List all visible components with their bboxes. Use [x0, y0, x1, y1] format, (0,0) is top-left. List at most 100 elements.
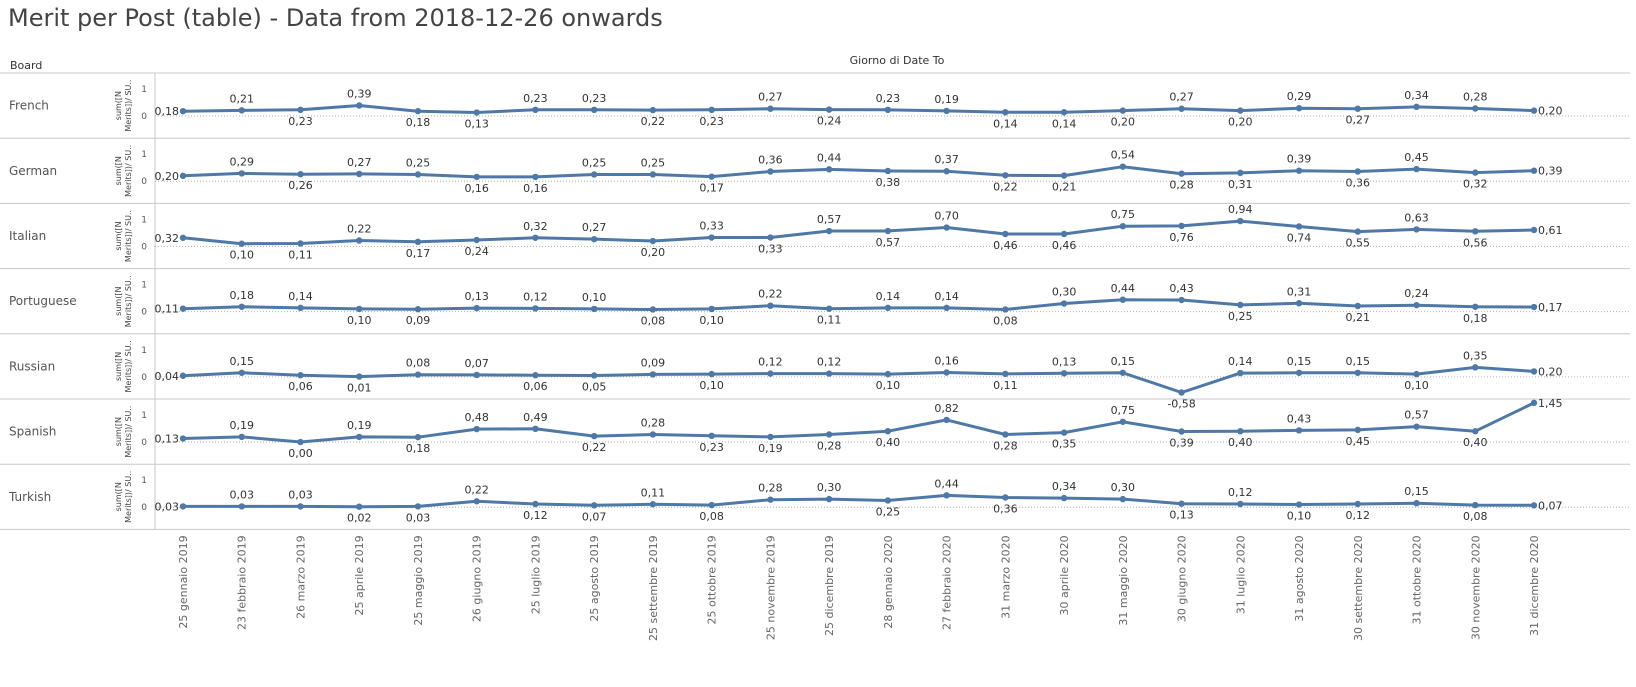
data-label: 0,35	[1463, 349, 1488, 362]
data-point	[590, 171, 598, 178]
data-point	[356, 102, 363, 109]
data-label: 0,34	[1404, 89, 1429, 102]
data-label: 0,10	[699, 379, 724, 392]
data-label: 0,11	[993, 379, 1018, 392]
series-line	[182, 401, 1535, 444]
data-label: 0,44	[934, 477, 959, 490]
y-tick-label: 1	[141, 85, 147, 95]
data-label: 0,18	[155, 105, 180, 118]
data-label: 0,30	[1052, 286, 1077, 299]
data-label: 0,14	[876, 290, 901, 303]
data-point	[473, 173, 480, 181]
x-tick-label: 25 gennaio 2019	[177, 535, 190, 628]
data-label: 0,32	[1463, 178, 1488, 191]
data-point	[825, 305, 833, 312]
data-point	[1002, 109, 1009, 116]
x-tick-label: 31 dicembre 2020	[1528, 535, 1541, 636]
data-label: 0,22	[993, 180, 1018, 193]
data-point	[532, 234, 539, 241]
data-point	[590, 235, 598, 243]
data-point	[414, 433, 422, 441]
data-point	[708, 234, 715, 241]
x-tick-label: 28 gennaio 2020	[882, 535, 895, 628]
data-label: 0,10	[347, 314, 372, 327]
data-point	[297, 372, 304, 379]
data-point	[943, 224, 950, 231]
data-point	[179, 107, 187, 115]
panel-spanish: Spanish 0 1 sum([NMerits])/ SU.. 0,13 0,19 0,0…	[0, 397, 1630, 465]
y-tick-label: 0	[141, 242, 147, 252]
data-label: 0,28	[758, 482, 783, 495]
data-label: 0,10	[699, 314, 724, 327]
data-point	[1060, 429, 1068, 436]
data-point	[767, 234, 774, 241]
data-label: 0,10	[1404, 379, 1429, 392]
data-point	[414, 503, 422, 510]
data-label: 0,43	[1287, 412, 1312, 425]
data-label: 0,07	[464, 357, 489, 370]
data-label: 0,21	[229, 92, 254, 105]
data-label: 0,70	[934, 210, 959, 223]
data-label: 0,94	[1228, 203, 1253, 216]
data-label: 0,23	[699, 115, 724, 128]
series-line	[182, 219, 1535, 246]
data-label: 0,10	[876, 379, 901, 392]
data-label: 0,20	[1111, 116, 1136, 129]
data-label: 0,44	[1111, 282, 1136, 295]
data-point	[1119, 163, 1127, 170]
data-point	[1237, 428, 1244, 435]
y-axis-title-line: sum([N	[114, 156, 123, 185]
data-label: 0,12	[1346, 509, 1371, 522]
data-label: 0,22	[641, 115, 666, 128]
y-tick-label: 0	[141, 308, 147, 318]
data-point	[179, 503, 187, 510]
data-point	[1237, 217, 1244, 225]
y-axis-title-line: sum([N	[114, 417, 123, 446]
data-label: 0,09	[641, 356, 666, 369]
data-point	[179, 234, 187, 241]
data-label: 0,25	[641, 156, 666, 169]
data-point	[1354, 302, 1361, 310]
data-label: 0,48	[464, 411, 489, 424]
data-label: 0,75	[1111, 404, 1136, 417]
data-label: 0,44	[817, 151, 842, 164]
data-point	[767, 433, 774, 441]
data-point	[1354, 105, 1361, 112]
data-label: 0,15	[1287, 355, 1312, 368]
data-label: 0,63	[1404, 211, 1429, 224]
y-axis-title-line: sum([N	[114, 352, 123, 381]
data-point	[649, 306, 657, 313]
data-label: 1,45	[1538, 397, 1563, 410]
data-point	[356, 170, 363, 178]
x-tick-label: 23 febbraio 2019	[236, 535, 249, 630]
data-point	[1060, 300, 1068, 307]
data-point	[767, 496, 774, 503]
data-label: 0,28	[993, 439, 1018, 452]
data-point	[356, 237, 363, 244]
data-label: 0,40	[1463, 436, 1488, 449]
data-label: 0,12	[523, 290, 548, 303]
data-point	[1295, 167, 1303, 174]
panel-portuguese: Portuguese 0 1 sum([NMerits])/ SU.. 0,11 0,18…	[0, 268, 1630, 335]
data-point	[1354, 500, 1361, 508]
data-label: 0,23	[582, 92, 607, 105]
data-point	[825, 166, 833, 173]
data-point	[767, 370, 774, 377]
data-point	[649, 106, 657, 114]
data-label: 0,20	[155, 170, 180, 183]
data-point	[473, 304, 480, 312]
data-label: 0,19	[229, 419, 254, 432]
data-label: 0,25	[406, 156, 431, 169]
data-label: 0,39	[347, 88, 372, 101]
data-label: 0,23	[288, 115, 313, 128]
data-label: 0,07	[582, 510, 607, 523]
data-point	[1178, 222, 1185, 230]
y-tick-label: 1	[141, 411, 147, 421]
data-point	[238, 433, 245, 441]
data-point	[1295, 223, 1303, 230]
data-point	[532, 305, 539, 312]
data-label: 0,56	[1463, 236, 1488, 249]
data-label: 0,08	[641, 314, 666, 327]
data-label: 0,18	[406, 442, 431, 455]
